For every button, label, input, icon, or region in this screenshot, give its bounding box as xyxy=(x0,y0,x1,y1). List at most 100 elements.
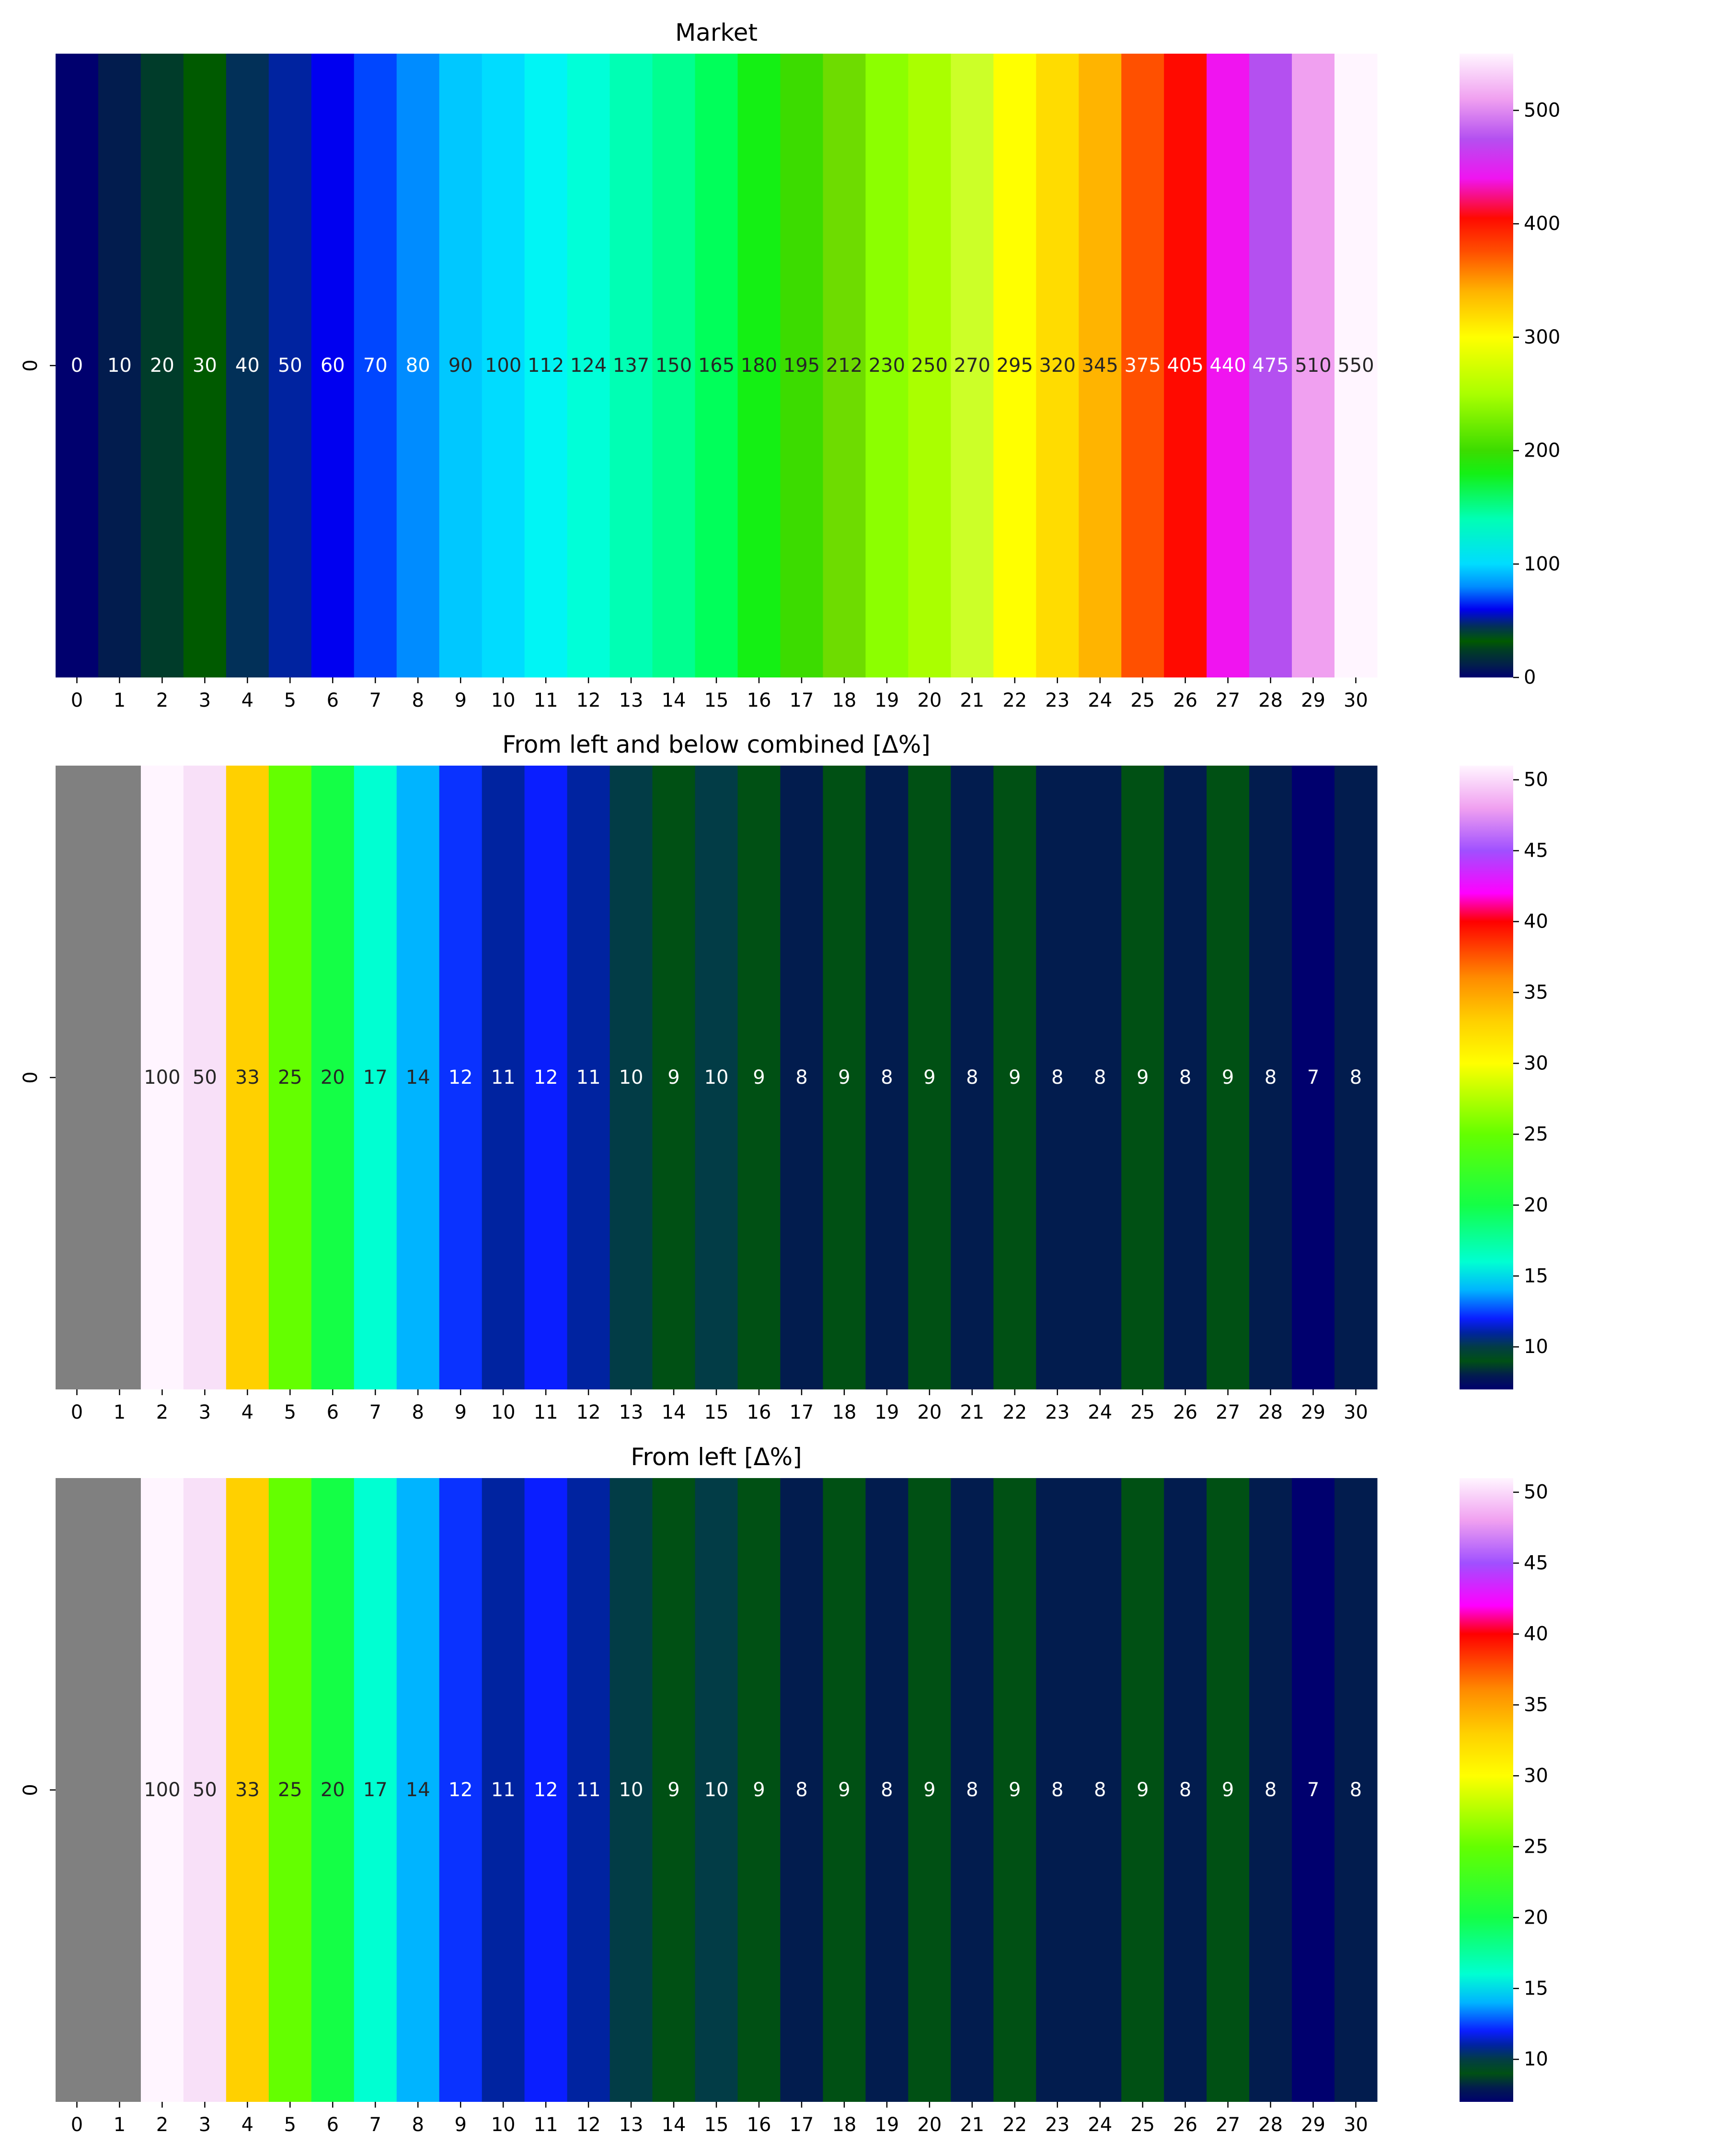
x-tick-label: 11 xyxy=(534,689,558,711)
cell-value-label: 50 xyxy=(193,1779,217,1801)
x-tick-label: 2 xyxy=(156,1401,168,1423)
x-tick-label: 16 xyxy=(747,2114,771,2136)
cell-value-label: 270 xyxy=(954,355,990,377)
heatmap-cell xyxy=(354,766,397,1389)
heatmap-cell xyxy=(1036,1478,1079,2102)
heatmap-cell xyxy=(567,54,610,677)
x-tick-label: 29 xyxy=(1301,689,1325,711)
cell-value-label: 8 xyxy=(1350,1779,1362,1801)
x-tick-label: 14 xyxy=(662,2114,686,2136)
heatmap-cell xyxy=(396,54,440,677)
colorbar-tick-label: 0 xyxy=(1524,666,1536,688)
x-tick-label: 23 xyxy=(1045,1401,1070,1423)
y-tick-label: 0 xyxy=(20,359,42,371)
cell-value-label: 124 xyxy=(570,355,607,377)
cell-value-label: 14 xyxy=(406,1067,430,1089)
x-tick-label: 8 xyxy=(412,689,424,711)
cell-value-label: 9 xyxy=(838,1067,850,1089)
x-tick-label: 26 xyxy=(1173,1401,1197,1423)
colorbar-tick-label: 20 xyxy=(1524,1906,1548,1928)
colorbar xyxy=(1460,766,1513,1389)
cell-value-label: 8 xyxy=(1179,1067,1191,1089)
x-tick-label: 27 xyxy=(1216,689,1240,711)
heatmap-cell xyxy=(1036,54,1079,677)
x-tick-label: 26 xyxy=(1173,2114,1197,2136)
heatmap-cell xyxy=(183,54,227,677)
heatmap-cell xyxy=(993,54,1036,677)
heatmap-cell xyxy=(1121,1478,1164,2102)
x-tick-label: 24 xyxy=(1088,2114,1112,2136)
x-tick-label: 13 xyxy=(619,1401,644,1423)
x-tick-label: 15 xyxy=(704,2114,729,2136)
x-tick-label: 17 xyxy=(789,689,814,711)
x-tick-label: 21 xyxy=(960,689,984,711)
chart-title: From left [Δ%] xyxy=(631,1443,802,1471)
heatmap-cell xyxy=(98,54,141,677)
cell-value-label: 17 xyxy=(363,1779,388,1801)
cell-value-label: 90 xyxy=(448,355,473,377)
heatmap-cell xyxy=(140,766,184,1389)
heatmap-cell xyxy=(865,54,908,677)
cell-value-label: 8 xyxy=(1265,1067,1276,1089)
cell-value-label: 10 xyxy=(619,1779,644,1801)
x-tick-label: 22 xyxy=(1002,2114,1027,2136)
cell-value-label: 70 xyxy=(363,355,388,377)
heatmap-cell xyxy=(993,766,1036,1389)
heatmap-cell xyxy=(1207,1478,1250,2102)
colorbar-tick-label: 30 xyxy=(1524,1765,1548,1787)
heatmap-cell xyxy=(524,1478,568,2102)
cell-value-label: 8 xyxy=(1094,1067,1106,1089)
cell-value-label: 17 xyxy=(363,1067,388,1089)
x-tick-label: 28 xyxy=(1258,689,1283,711)
heatmap-cell xyxy=(1334,766,1378,1389)
cell-value-label: 112 xyxy=(528,355,564,377)
colorbar-tick-label: 30 xyxy=(1524,1052,1548,1074)
x-tick-label: 25 xyxy=(1130,1401,1155,1423)
cell-value-label: 9 xyxy=(1222,1779,1234,1801)
colorbar-tick-label: 300 xyxy=(1524,326,1560,348)
colorbar-tick-label: 400 xyxy=(1524,213,1560,235)
heatmap-cell xyxy=(524,54,568,677)
heatmap-cell xyxy=(695,1478,738,2102)
cell-value-label: 9 xyxy=(667,1067,679,1089)
cell-value-label: 0 xyxy=(71,355,83,377)
x-tick-label: 18 xyxy=(832,2114,856,2136)
x-tick-label: 20 xyxy=(917,1401,942,1423)
heatmap-cell xyxy=(1121,54,1164,677)
cell-value-label: 475 xyxy=(1252,355,1288,377)
heatmap-cell xyxy=(908,1478,951,2102)
x-tick-label: 15 xyxy=(704,1401,729,1423)
heatmap-cell xyxy=(1164,54,1207,677)
x-tick-label: 3 xyxy=(199,689,211,711)
colorbar-tick-label: 25 xyxy=(1524,1835,1548,1858)
heatmap-cell xyxy=(1334,1478,1378,2102)
heatmap-cell xyxy=(396,766,440,1389)
heatmap-cell xyxy=(610,1478,653,2102)
x-tick-label: 14 xyxy=(662,689,686,711)
x-tick-label: 13 xyxy=(619,689,644,711)
heatmap-cell xyxy=(1164,1478,1207,2102)
cell-value-label: 8 xyxy=(881,1067,893,1089)
x-tick-label: 0 xyxy=(71,1401,83,1423)
x-tick-label: 24 xyxy=(1088,689,1112,711)
cell-value-label: 8 xyxy=(881,1779,893,1801)
x-tick-label: 21 xyxy=(960,2114,984,2136)
cell-value-label: 10 xyxy=(619,1067,644,1089)
heatmap-cell xyxy=(908,766,951,1389)
heatmap-cell xyxy=(908,54,951,677)
cell-value-label: 9 xyxy=(1137,1067,1149,1089)
heatmap-cell xyxy=(183,766,227,1389)
heatmap-cell xyxy=(396,1478,440,2102)
cell-value-label: 9 xyxy=(753,1779,765,1801)
x-tick-label: 28 xyxy=(1258,2114,1283,2136)
heatmap-cell xyxy=(695,54,738,677)
x-tick-label: 26 xyxy=(1173,689,1197,711)
colorbar-tick-label: 10 xyxy=(1524,2048,1548,2070)
x-tick-label: 6 xyxy=(327,689,339,711)
cell-value-label: 510 xyxy=(1295,355,1331,377)
colorbar-tick-label: 10 xyxy=(1524,1336,1548,1358)
cell-value-label: 8 xyxy=(1179,1779,1191,1801)
heatmap-cell xyxy=(268,766,312,1389)
heatmap-cell xyxy=(226,1478,269,2102)
